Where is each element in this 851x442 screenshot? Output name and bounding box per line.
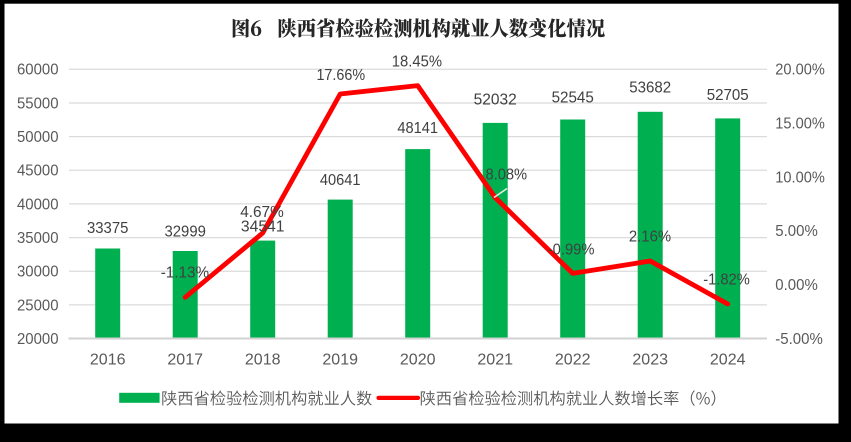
svg-text:2023: 2023 <box>632 352 668 369</box>
svg-text:2018: 2018 <box>245 352 281 369</box>
svg-text:4.67%: 4.67% <box>240 204 284 221</box>
svg-text:33375: 33375 <box>87 220 128 237</box>
svg-text:2022: 2022 <box>555 352 591 369</box>
svg-text:32999: 32999 <box>165 223 206 240</box>
svg-text:-0.99%: -0.99% <box>548 242 595 259</box>
svg-text:15.00%: 15.00% <box>775 116 825 133</box>
svg-text:40000: 40000 <box>17 196 59 213</box>
svg-text:2017: 2017 <box>167 352 203 369</box>
svg-text:50000: 50000 <box>17 129 59 146</box>
svg-text:55000: 55000 <box>17 95 59 112</box>
svg-text:8.08%: 8.08% <box>485 167 527 184</box>
svg-text:25000: 25000 <box>17 297 59 314</box>
svg-text:52032: 52032 <box>474 92 517 109</box>
svg-text:2024: 2024 <box>710 352 746 369</box>
svg-text:2.16%: 2.16% <box>629 228 671 245</box>
svg-text:40641: 40641 <box>320 172 361 189</box>
svg-text:34541: 34541 <box>241 219 285 236</box>
svg-text:17.66%: 17.66% <box>316 67 365 84</box>
svg-text:-1.82%: -1.82% <box>703 271 750 288</box>
svg-text:-1.13%: -1.13% <box>161 265 209 282</box>
svg-text:35000: 35000 <box>17 230 59 247</box>
svg-text:60000: 60000 <box>17 62 59 79</box>
svg-text:20000: 20000 <box>17 331 59 348</box>
svg-text:30000: 30000 <box>17 264 59 281</box>
svg-text:2021: 2021 <box>477 352 513 369</box>
svg-text:18.45%: 18.45% <box>392 53 442 70</box>
svg-text:52705: 52705 <box>707 87 749 104</box>
svg-text:0.00%: 0.00% <box>775 277 818 294</box>
svg-text:-5.00%: -5.00% <box>775 331 823 348</box>
svg-text:52545: 52545 <box>552 90 594 107</box>
svg-text:10.00%: 10.00% <box>775 169 825 186</box>
svg-text:48141: 48141 <box>397 120 438 137</box>
svg-text:2019: 2019 <box>322 352 358 369</box>
svg-text:5.00%: 5.00% <box>775 223 818 240</box>
svg-text:53682: 53682 <box>629 80 671 97</box>
svg-text:2016: 2016 <box>90 352 126 369</box>
svg-text:20.00%: 20.00% <box>775 62 825 79</box>
svg-text:2020: 2020 <box>400 352 436 369</box>
svg-text:45000: 45000 <box>17 163 59 180</box>
